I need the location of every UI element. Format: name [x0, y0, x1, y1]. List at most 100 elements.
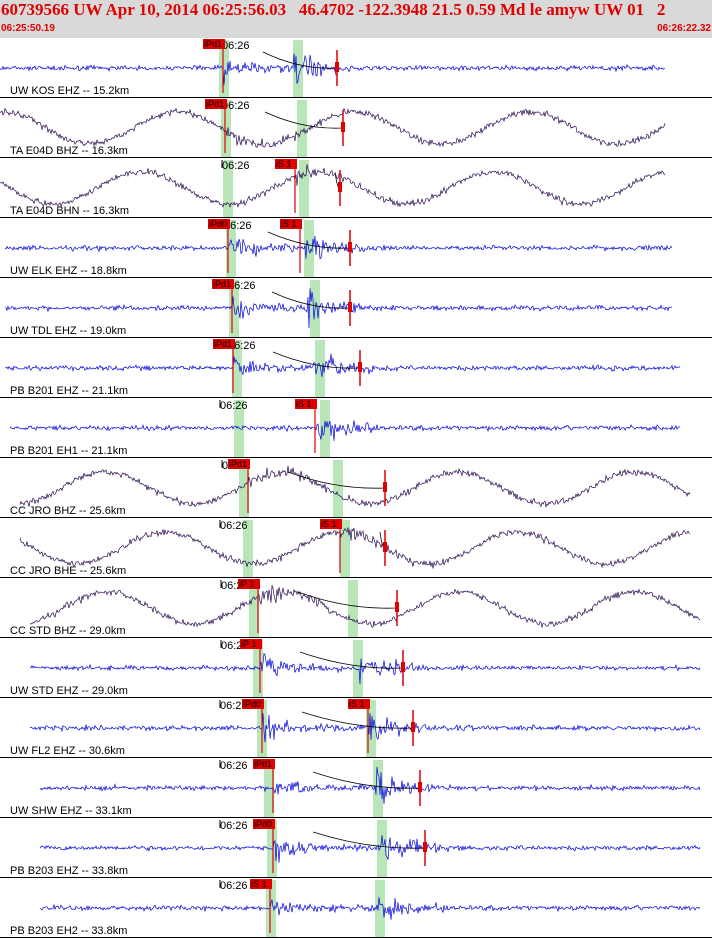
coda-curve: [301, 711, 414, 729]
station-label: PB B201 EHZ -- 21.1km: [10, 385, 128, 397]
s-band-12: [366, 700, 376, 758]
pick-flag: [295, 399, 317, 409]
coda-curve: [262, 51, 338, 69]
coda-curve: [287, 471, 386, 489]
pick-flag: [240, 639, 262, 649]
pick-label: iS 1: [281, 219, 297, 229]
station-label: UW FL2 EHZ -- 30.6km: [10, 745, 125, 757]
pick-flag: [205, 99, 227, 109]
time-tick-label: 06:26: [220, 760, 248, 772]
trace-row-9: 06:26 iS 1 CC JRO BHE -- 25.6km: [0, 519, 712, 578]
station-label: PB B203 EH2 -- 33.8km: [10, 925, 127, 937]
waveform: [0, 164, 666, 208]
p-band-15: [266, 880, 276, 938]
station-label: UW ELK EHZ -- 18.8km: [10, 265, 127, 277]
station-label: TA E04D BHN -- 16.3km: [10, 205, 129, 217]
s-band-8: [333, 460, 343, 518]
pick-flag: [213, 339, 235, 349]
waveform: [29, 585, 701, 628]
p-band-2: [221, 100, 231, 158]
pick-label: iS 1: [276, 159, 292, 169]
station-label: CC STD BHZ -- 29.0km: [10, 625, 126, 637]
trace-row-7: 06:26 iS 1 PB B201 EH1 -- 21.1km: [0, 399, 712, 458]
window-end-time: 06:26:22.32: [657, 23, 711, 34]
pick-flag: [228, 459, 250, 469]
amplitude-marker: [348, 242, 352, 252]
waveform: [39, 897, 701, 920]
trace-row-15: 06:26 iS 1 PB B203 EH2 -- 33.8km: [0, 879, 712, 938]
s-band-2: [297, 100, 307, 158]
coda-curve: [312, 831, 426, 849]
station-label: UW SHW EHZ -- 33.1km: [10, 805, 132, 817]
trace-row-8: 06:26iPd1CC JRO BHZ -- 25.6km: [0, 459, 712, 518]
p-band-6: [232, 340, 242, 398]
amplitude-marker: [358, 362, 362, 372]
pick-flag: [203, 39, 225, 49]
pick-label: iPd1: [213, 279, 231, 289]
waveform: [39, 835, 701, 863]
s-band-10: [348, 580, 358, 638]
p-band-3: [223, 160, 233, 218]
waveform: [4, 235, 673, 260]
coda-curve: [272, 351, 361, 369]
amplitude-marker: [341, 122, 345, 132]
coda-curve: [267, 231, 351, 249]
time-tick-label: 06:26: [220, 520, 248, 532]
amplitude-marker: [335, 62, 339, 72]
pick-label: iPd1: [204, 39, 222, 49]
amplitude-marker: [348, 302, 352, 312]
pick-flag: [348, 699, 370, 709]
s-band-14: [377, 820, 387, 878]
amplitude-marker: [423, 842, 427, 852]
event-header: 60739566 UW Apr 10, 2014 06:25:56.03 46.…: [0, 0, 712, 38]
trace-row-13: 06:26 iPd1 UW SHW EHZ -- 33.1km: [0, 759, 712, 818]
pick-label: iS 1: [349, 699, 365, 709]
station-label: UW STD EHZ -- 29.0km: [10, 685, 128, 697]
amplitude-marker: [383, 482, 387, 492]
trace-row-14: 06:26 iPd0 PB B203 EHZ -- 33.8km: [0, 819, 712, 878]
p-band-4: [226, 220, 236, 278]
waveform: [9, 420, 681, 441]
station-label: CC JRO BHZ -- 25.6km: [10, 505, 126, 517]
pick-label: iS 1: [296, 399, 312, 409]
station-label: CC JRO BHE -- 25.6km: [10, 565, 126, 577]
pick-label: iPd1: [214, 339, 232, 349]
waveform: [29, 652, 701, 685]
amplitude-marker: [401, 662, 405, 672]
p-band-9: [243, 520, 253, 578]
coda-curve: [271, 291, 351, 309]
time-tick-label: 06:26: [220, 400, 248, 412]
p-band-10: [249, 580, 259, 638]
coda-curve: [297, 591, 398, 609]
station-label: PB B201 EH1 -- 21.1km: [10, 445, 127, 457]
coda-curve: [312, 771, 421, 789]
s-band-9: [340, 520, 350, 578]
pick-flag: [208, 219, 230, 229]
s-band-3: [299, 160, 309, 218]
waveform: [29, 712, 701, 743]
station-label: UW TDL EHZ -- 19.0km: [10, 325, 126, 337]
amplitude-marker: [338, 182, 342, 192]
waveform: [19, 527, 691, 569]
p-band-8: [239, 460, 249, 518]
pick-flag: [253, 759, 275, 769]
amplitude-marker: [418, 782, 422, 792]
pick-flag: [212, 279, 234, 289]
s-band-11: [353, 640, 363, 698]
pick-label: iPd1: [229, 459, 247, 469]
trace-row-3: 06:26 iS 1 TA E04D BHN -- 16.3km: [0, 159, 712, 218]
time-tick-label: 06:26: [220, 820, 248, 832]
s-band-7: [320, 400, 330, 458]
waveform: [19, 465, 691, 508]
pick-label: iP 1: [239, 579, 254, 589]
pick-flag: [320, 519, 342, 529]
amplitude-marker: [411, 722, 415, 732]
waveform: [5, 353, 681, 377]
time-tick-label: 06:26: [228, 280, 256, 292]
station-label: TA E04D BHZ -- 16.3km: [10, 145, 128, 157]
